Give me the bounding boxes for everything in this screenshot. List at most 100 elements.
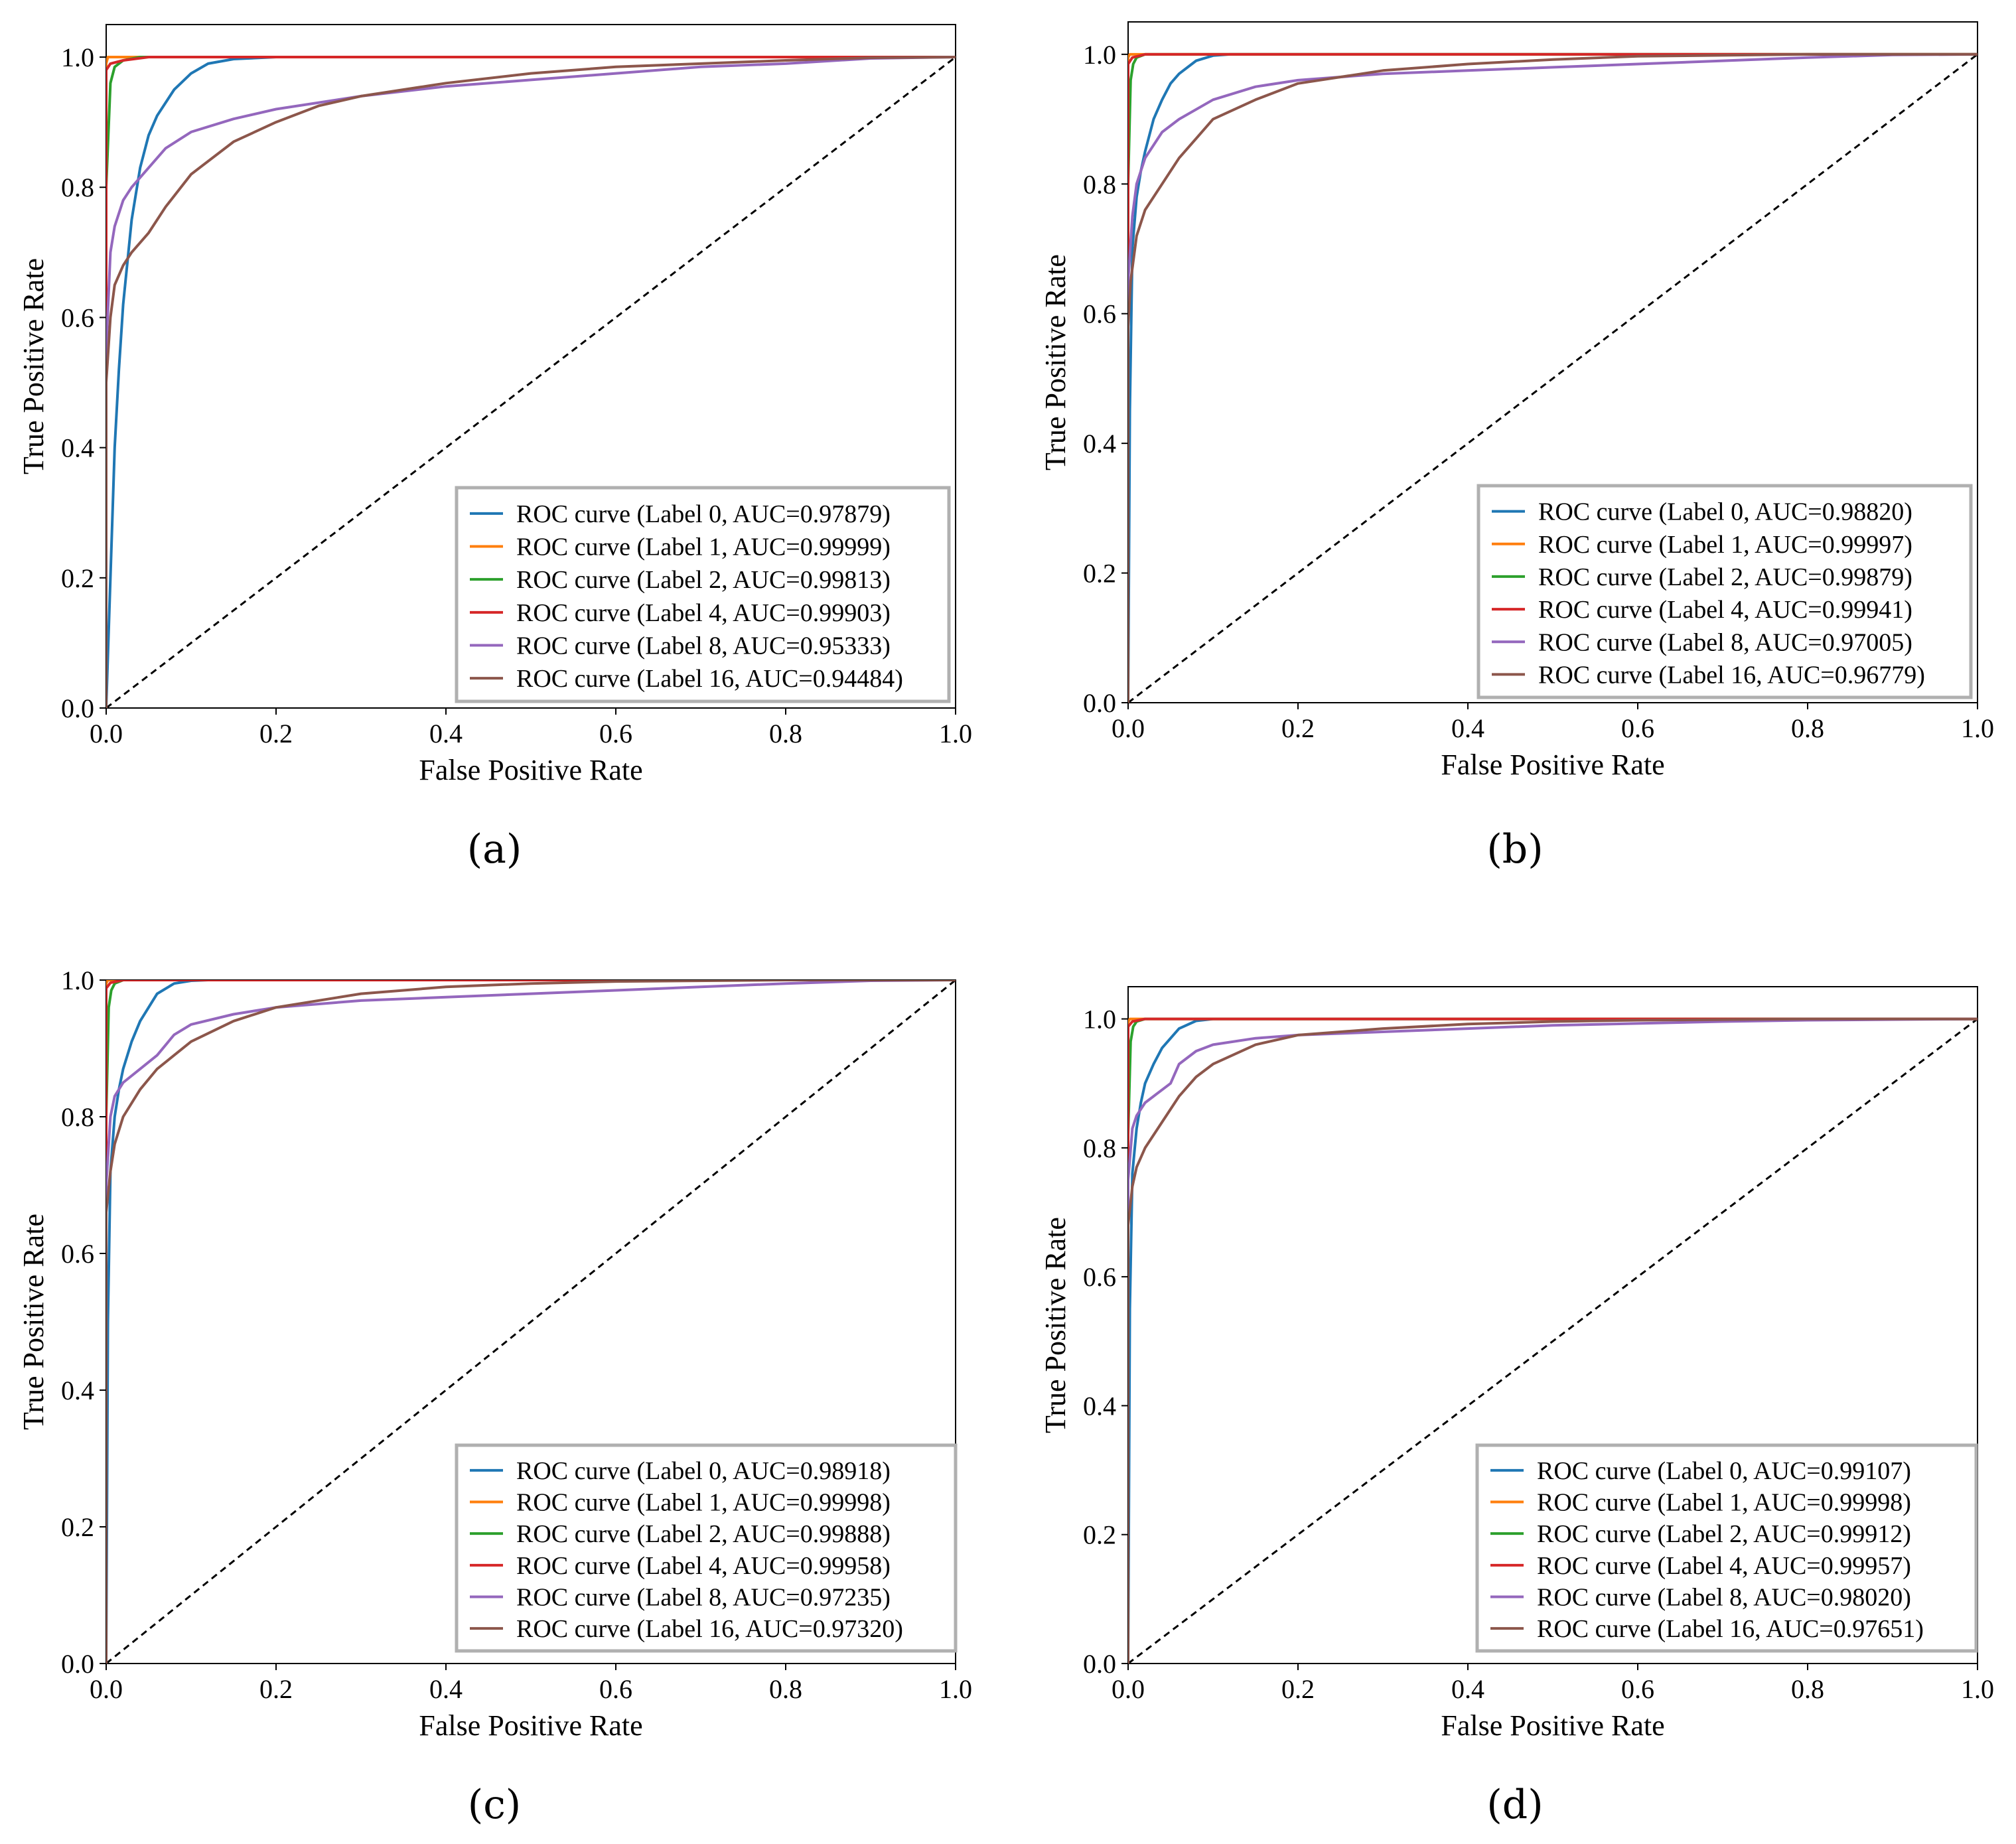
x-tick-label: 0.8 [769,1674,802,1704]
x-axis-label: False Positive Rate [1441,1709,1664,1742]
x-tick-label: 0.6 [599,1674,632,1704]
roc-series-line [1128,52,1978,703]
legend-entry: ROC curve (Label 16, AUC=0.97651) [1537,1615,1924,1643]
x-tick-label: 1.0 [939,719,972,748]
legend-entry: ROC curve (Label 4, AUC=0.99958) [516,1552,891,1580]
y-tick-label: 0.2 [61,1512,94,1542]
roc-series-line [1128,52,1978,703]
legend-entry: ROC curve (Label 8, AUC=0.97235) [516,1584,891,1612]
legend-entry: ROC curve (Label 0, AUC=0.99107) [1537,1457,1911,1485]
roc-series-line [106,56,956,708]
legend-frame [455,1443,958,1653]
x-tick-label: 0.6 [1621,713,1654,743]
roc-series-line [1128,1017,1978,1664]
y-tick-label: 1.0 [61,965,94,995]
x-tick-label: 0.6 [599,719,632,748]
roc-series-line [106,56,956,708]
legend: ROC curve (Label 0, AUC=0.98820) ROC curv… [1476,484,1973,699]
legend-entry: ROC curve (Label 2, AUC=0.99888) [516,1520,891,1548]
x-tick-label: 0.8 [769,719,802,748]
x-axis-label: False Positive Rate [419,1709,642,1742]
x-tick-label: 0.0 [1112,1674,1145,1704]
x-tick-label: 0.2 [259,719,293,748]
x-tick-label: 0.0 [90,1674,123,1704]
legend-entry: ROC curve (Label 16, AUC=0.97320) [516,1615,903,1643]
x-tick-label: 1.0 [1961,1674,1994,1704]
legend: ROC curve (Label 0, AUC=0.99107) ROC curv… [1475,1443,1978,1653]
legend-entry: ROC curve (Label 8, AUC=0.95333) [516,632,891,660]
legend-frame [1476,484,1973,699]
roc-series-line [1128,52,1978,703]
legend-entry: ROC curve (Label 16, AUC=0.94484) [516,665,903,693]
y-tick-label: 0.4 [1083,1391,1116,1421]
roc-series-line [1128,52,1978,703]
y-tick-label: 0.6 [61,303,94,332]
y-tick-label: 0.8 [1083,1133,1116,1163]
x-tick-label: 0.8 [1791,713,1824,743]
legend-entry: ROC curve (Label 1, AUC=0.99998) [1537,1489,1911,1517]
legend-entry: ROC curve (Label 8, AUC=0.97005) [1538,628,1912,656]
x-tick-label: 0.4 [1451,713,1484,743]
y-tick-label: 0.8 [61,173,94,202]
x-tick-label: 0.4 [429,719,463,748]
y-axis-label: True Positive Rate [1039,1217,1072,1433]
y-tick-label: 0.4 [1083,429,1116,459]
legend-entry: ROC curve (Label 2, AUC=0.99879) [1538,563,1912,591]
x-tick-label: 1.0 [1961,713,1994,743]
roc-series-line [106,56,956,708]
legend: ROC curve (Label 0, AUC=0.97879) ROC curv… [455,486,951,703]
roc-panel-d: 0.0 0.2 0.4 0.6 0.8 1.0 0.0 0.2 0.4 0.6 0.8 1.0 Fals… [1039,986,1994,1742]
x-tick-label: 0.0 [1112,713,1145,743]
legend-entry: ROC curve (Label 2, AUC=0.99912) [1537,1520,1911,1548]
legend-frame [1475,1443,1978,1653]
roc-series-line [1128,1017,1978,1664]
y-tick-label: 1.0 [1083,1005,1116,1034]
roc-series-line [1128,1017,1978,1664]
x-tick-label: 0.8 [1791,1674,1824,1704]
legend-entry: ROC curve (Label 1, AUC=0.99997) [1538,531,1912,559]
y-tick-label: 1.0 [1083,40,1116,70]
roc-panel-c: 0.0 0.2 0.4 0.6 0.8 1.0 0.0 0.2 0.4 0.6 0.8 1.0 Fals… [17,965,972,1742]
roc-series-line [106,980,956,1664]
legend: ROC curve (Label 0, AUC=0.98918) ROC curv… [455,1443,958,1653]
y-tick-label: 0.2 [61,563,94,593]
y-tick-label: 0.8 [1083,169,1116,199]
x-tick-label: 0.2 [1281,1674,1315,1704]
y-tick-label: 0.0 [61,1649,94,1679]
x-tick-label: 0.6 [1621,1674,1654,1704]
legend-entry: ROC curve (Label 1, AUC=0.99998) [516,1489,891,1517]
chance-diagonal-line [1128,1018,1978,1664]
y-tick-label: 0.6 [1083,299,1116,329]
legend-entry: ROC curve (Label 4, AUC=0.99957) [1537,1552,1911,1580]
y-axis-label: True Positive Rate [17,258,50,474]
roc-panel-a: 0.0 0.2 0.4 0.6 0.8 1.0 0.0 0.2 0.4 0.6 0.8 1.0 Fals… [17,24,972,786]
y-tick-label: 0.8 [61,1102,94,1132]
x-axis-label: False Positive Rate [1441,748,1664,781]
roc-series-line [106,980,956,1664]
roc-series-line [1128,1017,1978,1664]
caption-b: (b) [1486,826,1543,873]
y-tick-label: 0.0 [1083,688,1116,718]
x-axis-label: False Positive Rate [419,754,642,786]
x-tick-label: 0.4 [1451,1674,1484,1704]
chance-diagonal-line [1128,53,1978,703]
legend-entry: ROC curve (Label 16, AUC=0.96779) [1538,661,1925,689]
legend-entry: ROC curve (Label 8, AUC=0.98020) [1537,1584,1911,1612]
roc-series-line [106,980,956,1664]
legend-entry: ROC curve (Label 0, AUC=0.98820) [1538,498,1912,526]
y-tick-label: 0.2 [1083,1520,1116,1550]
caption-c: (c) [468,1782,521,1828]
roc-series-line [106,56,956,708]
x-tick-label: 0.0 [90,719,123,748]
y-axis-label: True Positive Rate [17,1214,50,1430]
legend-entry: ROC curve (Label 0, AUC=0.98918) [516,1457,891,1485]
chance-diagonal-line [106,56,956,708]
caption-d: (d) [1486,1782,1543,1828]
y-axis-label: True Positive Rate [1039,254,1072,470]
chance-diagonal-line [106,980,956,1664]
legend-entry: ROC curve (Label 4, AUC=0.99903) [516,599,891,627]
roc-series-line [106,980,956,1664]
legend-entry: ROC curve (Label 4, AUC=0.99941) [1538,596,1912,624]
y-tick-label: 0.2 [1083,559,1116,589]
